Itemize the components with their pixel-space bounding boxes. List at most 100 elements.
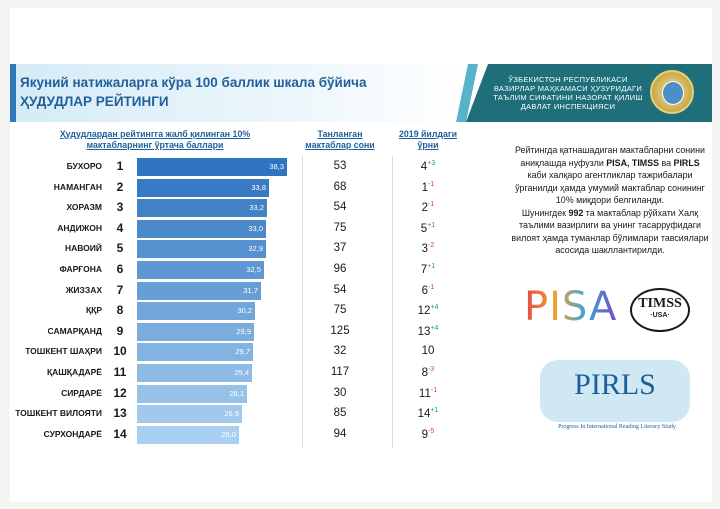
- prev-rank: 12+4: [403, 304, 453, 317]
- timss-logo-text: TIMSS: [638, 296, 682, 311]
- desc-text: та мактаблар рўйхати Халқ таълими вазирл…: [511, 207, 709, 256]
- prev-rank-value: 2: [421, 202, 429, 215]
- score-bar: 29,4: [137, 364, 252, 382]
- region-name: САМАРҚАНД: [47, 325, 102, 336]
- prev-rank: 10: [403, 345, 453, 357]
- rank-number: 3: [116, 200, 124, 215]
- score-bar: 29,9: [137, 322, 254, 341]
- table-row: АНДИЖОН 4 33,0 75 5+1: [10, 219, 490, 239]
- table-row: НАМАНГАН 2 33,8 68 1-1: [10, 178, 490, 198]
- rank-number: 8: [116, 303, 124, 318]
- score-label: 31,7: [243, 285, 258, 295]
- score-label: 29,4: [234, 368, 249, 377]
- prev-rank-value: 10: [421, 345, 435, 358]
- score-bar: 33,0: [137, 219, 266, 238]
- state-emblem-icon: [650, 70, 694, 114]
- rank-number: 5: [116, 241, 124, 256]
- table-row: СИРДАРЁ 12 28,1 30 11-1: [10, 384, 490, 404]
- table-row: ҚҚР 8 30,2 75 12+4: [10, 301, 490, 321]
- schools-count: 75: [333, 221, 347, 234]
- rank-number: 9: [116, 323, 124, 338]
- prev-rank: 8-3: [403, 366, 453, 379]
- header-title-band: [10, 64, 466, 122]
- score-bar: 29,7: [137, 343, 253, 362]
- score-label: 29,9: [236, 326, 251, 336]
- score-bar: 30,2: [137, 302, 255, 321]
- region-name: СИРДАРЁ: [61, 387, 102, 398]
- region-name: ТОШКЕНТ ШАҲРИ: [25, 346, 102, 357]
- header: Якуний натижаларга кўра 100 баллик шкала…: [10, 64, 712, 122]
- score-label: 33,8: [251, 182, 266, 192]
- score-bar: 38,3: [137, 158, 287, 176]
- pisa-logo: PISA: [524, 284, 617, 330]
- prev-rank: 7+1: [403, 263, 453, 276]
- rank-number: 14: [113, 426, 127, 441]
- schools-count: 125: [330, 324, 350, 337]
- schools-count: 96: [333, 263, 347, 275]
- prev-rank-value: 1: [421, 181, 429, 194]
- rank-number: 6: [116, 262, 124, 276]
- slide: Якуний натижаларга кўра 100 баллик шкала…: [10, 8, 712, 502]
- prev-rank-value: 8: [421, 366, 429, 379]
- rank-number: 12: [113, 385, 127, 400]
- score-label: 26,0: [221, 429, 236, 439]
- prev-rank: 5+1: [403, 222, 453, 235]
- rank-number: 4: [116, 220, 124, 235]
- header-accent: [10, 64, 16, 122]
- region-name: ҚҚР: [85, 305, 102, 316]
- schools-count: 54: [333, 201, 347, 214]
- table-row: ТОШКЕНТ ШАҲРИ 10 29,7 32 10: [10, 342, 490, 362]
- table-row: САМАРҚАНД 9 29,9 125 13+4: [10, 322, 490, 342]
- rank-change: -1: [428, 283, 435, 291]
- score-bar: 28,1: [137, 384, 247, 403]
- prev-rank-value: 12: [417, 305, 431, 318]
- score-bar: 33,2: [137, 199, 267, 218]
- score-bar: 26,0: [137, 425, 239, 444]
- desc-text: каби халқаро агентликлар тажрибалари ўрг…: [515, 170, 705, 205]
- prev-rank: 11-1: [403, 387, 453, 400]
- prev-rank: 2-1: [403, 201, 453, 214]
- rank-change: +3: [427, 160, 436, 167]
- rank-change: +1: [427, 263, 436, 270]
- agency-line: ЎЗБЕКИСТОН РЕСПУБЛИКАСИ: [508, 75, 628, 84]
- region-name: НАМАНГАН: [53, 181, 102, 192]
- score-bar: 32,9: [137, 240, 266, 259]
- table-row: ТОШКЕНТ ВИЛОЯТИ 13 26,9 85 14+1: [10, 404, 490, 424]
- agency-line: ВАЗИРЛАР МАҲКАМАСИ ҲУЗУРИДАГИ: [493, 84, 643, 93]
- region-name: ХОРАЗМ: [66, 202, 102, 213]
- prev-rank: 3-2: [403, 242, 453, 255]
- rank-change: -3: [428, 366, 435, 373]
- rank-change: -1: [428, 201, 435, 209]
- desc-bold: PISA, TIMSS: [606, 157, 660, 168]
- score-label: 33,2: [249, 203, 264, 213]
- column-divider: [302, 156, 303, 448]
- prev-rank: 4+3: [403, 160, 453, 173]
- methodology-description: Рейтингда қатнашадиган мактабларни сонин…: [510, 144, 710, 257]
- prev-rank-value: 4: [420, 160, 428, 173]
- score-header-line2: мактабларнинг ўртача баллари: [86, 140, 224, 150]
- pirls-logo: PIRLS: [574, 368, 656, 401]
- prev-rank: 6-1: [403, 284, 453, 297]
- schools-count: 75: [333, 304, 347, 317]
- rank-change: +4: [430, 324, 439, 332]
- prev-rank-value: 13: [417, 325, 431, 338]
- region-name: ФАРҒОНА: [59, 264, 102, 274]
- region-name: НАВОИЙ: [64, 243, 102, 254]
- schools-count: 32: [333, 345, 347, 358]
- table-row: БУХОРО 1 38,3 53 4+3: [10, 157, 490, 177]
- score-bar: 31,7: [137, 281, 261, 300]
- schools-count: 85: [333, 407, 347, 420]
- rank-change: -2: [428, 242, 435, 250]
- schools-count: 117: [330, 366, 350, 378]
- rank-change: -5: [428, 427, 435, 435]
- prev-rank-value: 9: [421, 428, 429, 441]
- prev-rank: 14+1: [403, 407, 453, 420]
- rank-change: +1: [427, 221, 436, 229]
- agency-line: ДАВЛАТ ИНСПЕКЦИЯСИ: [520, 102, 616, 111]
- region-name: ҚАШҚАДАРЁ: [46, 367, 102, 377]
- schools-header-line1: Танланган: [317, 129, 363, 139]
- schools-header-line2: мактаблар сони: [305, 140, 375, 150]
- score-bar: 26,9: [137, 405, 242, 424]
- schools-count: 54: [333, 283, 347, 296]
- score-label: 30,2: [237, 306, 252, 316]
